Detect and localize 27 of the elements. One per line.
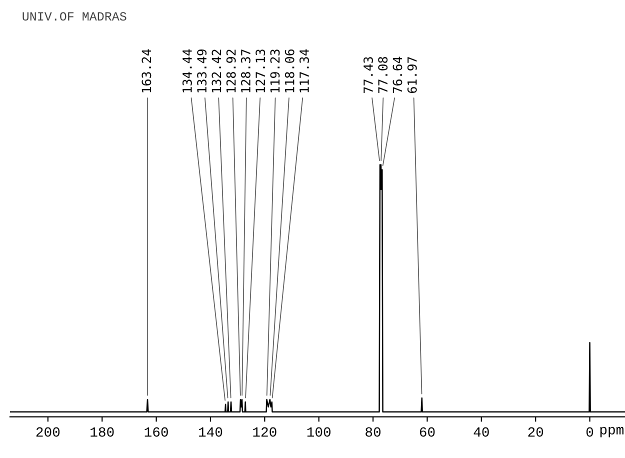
annotation: 119.23 <box>270 50 280 92</box>
x-tick-label: 160 <box>144 427 168 437</box>
annotation: 77.08 <box>378 56 388 93</box>
annotation: 76.64 <box>392 56 402 93</box>
x-tick-label: 60 <box>420 427 435 437</box>
x-tick-label: 140 <box>198 427 222 437</box>
x-tick-label: 100 <box>307 427 330 437</box>
annotation: 133.49 <box>197 49 207 92</box>
x-tick-label: 120 <box>253 427 276 437</box>
annotation: 134.44 <box>182 49 192 92</box>
x-axis-title: ppm <box>600 426 624 438</box>
x-tick-label: 20 <box>528 427 544 437</box>
annotation: 128.92 <box>226 50 236 92</box>
annotation: 128.37 <box>240 50 250 92</box>
annotation: 61.97 <box>407 57 417 93</box>
x-tick-label: 180 <box>90 427 114 437</box>
x-tick-label: 80 <box>366 427 381 437</box>
chart-title: UNIV.OF MADRAS <box>22 12 126 21</box>
x-tick-label: 200 <box>36 427 60 437</box>
annotation: 118.06 <box>284 49 294 92</box>
annotation: 163.24 <box>142 49 152 92</box>
x-tick-label: 0 <box>586 427 594 437</box>
annotation: 77.43 <box>364 57 373 93</box>
x-tick-label: 40 <box>474 427 489 437</box>
annotation: 117.34 <box>300 49 309 92</box>
annotation: 132.42 <box>212 50 222 92</box>
annotation: 127.13 <box>256 50 266 92</box>
